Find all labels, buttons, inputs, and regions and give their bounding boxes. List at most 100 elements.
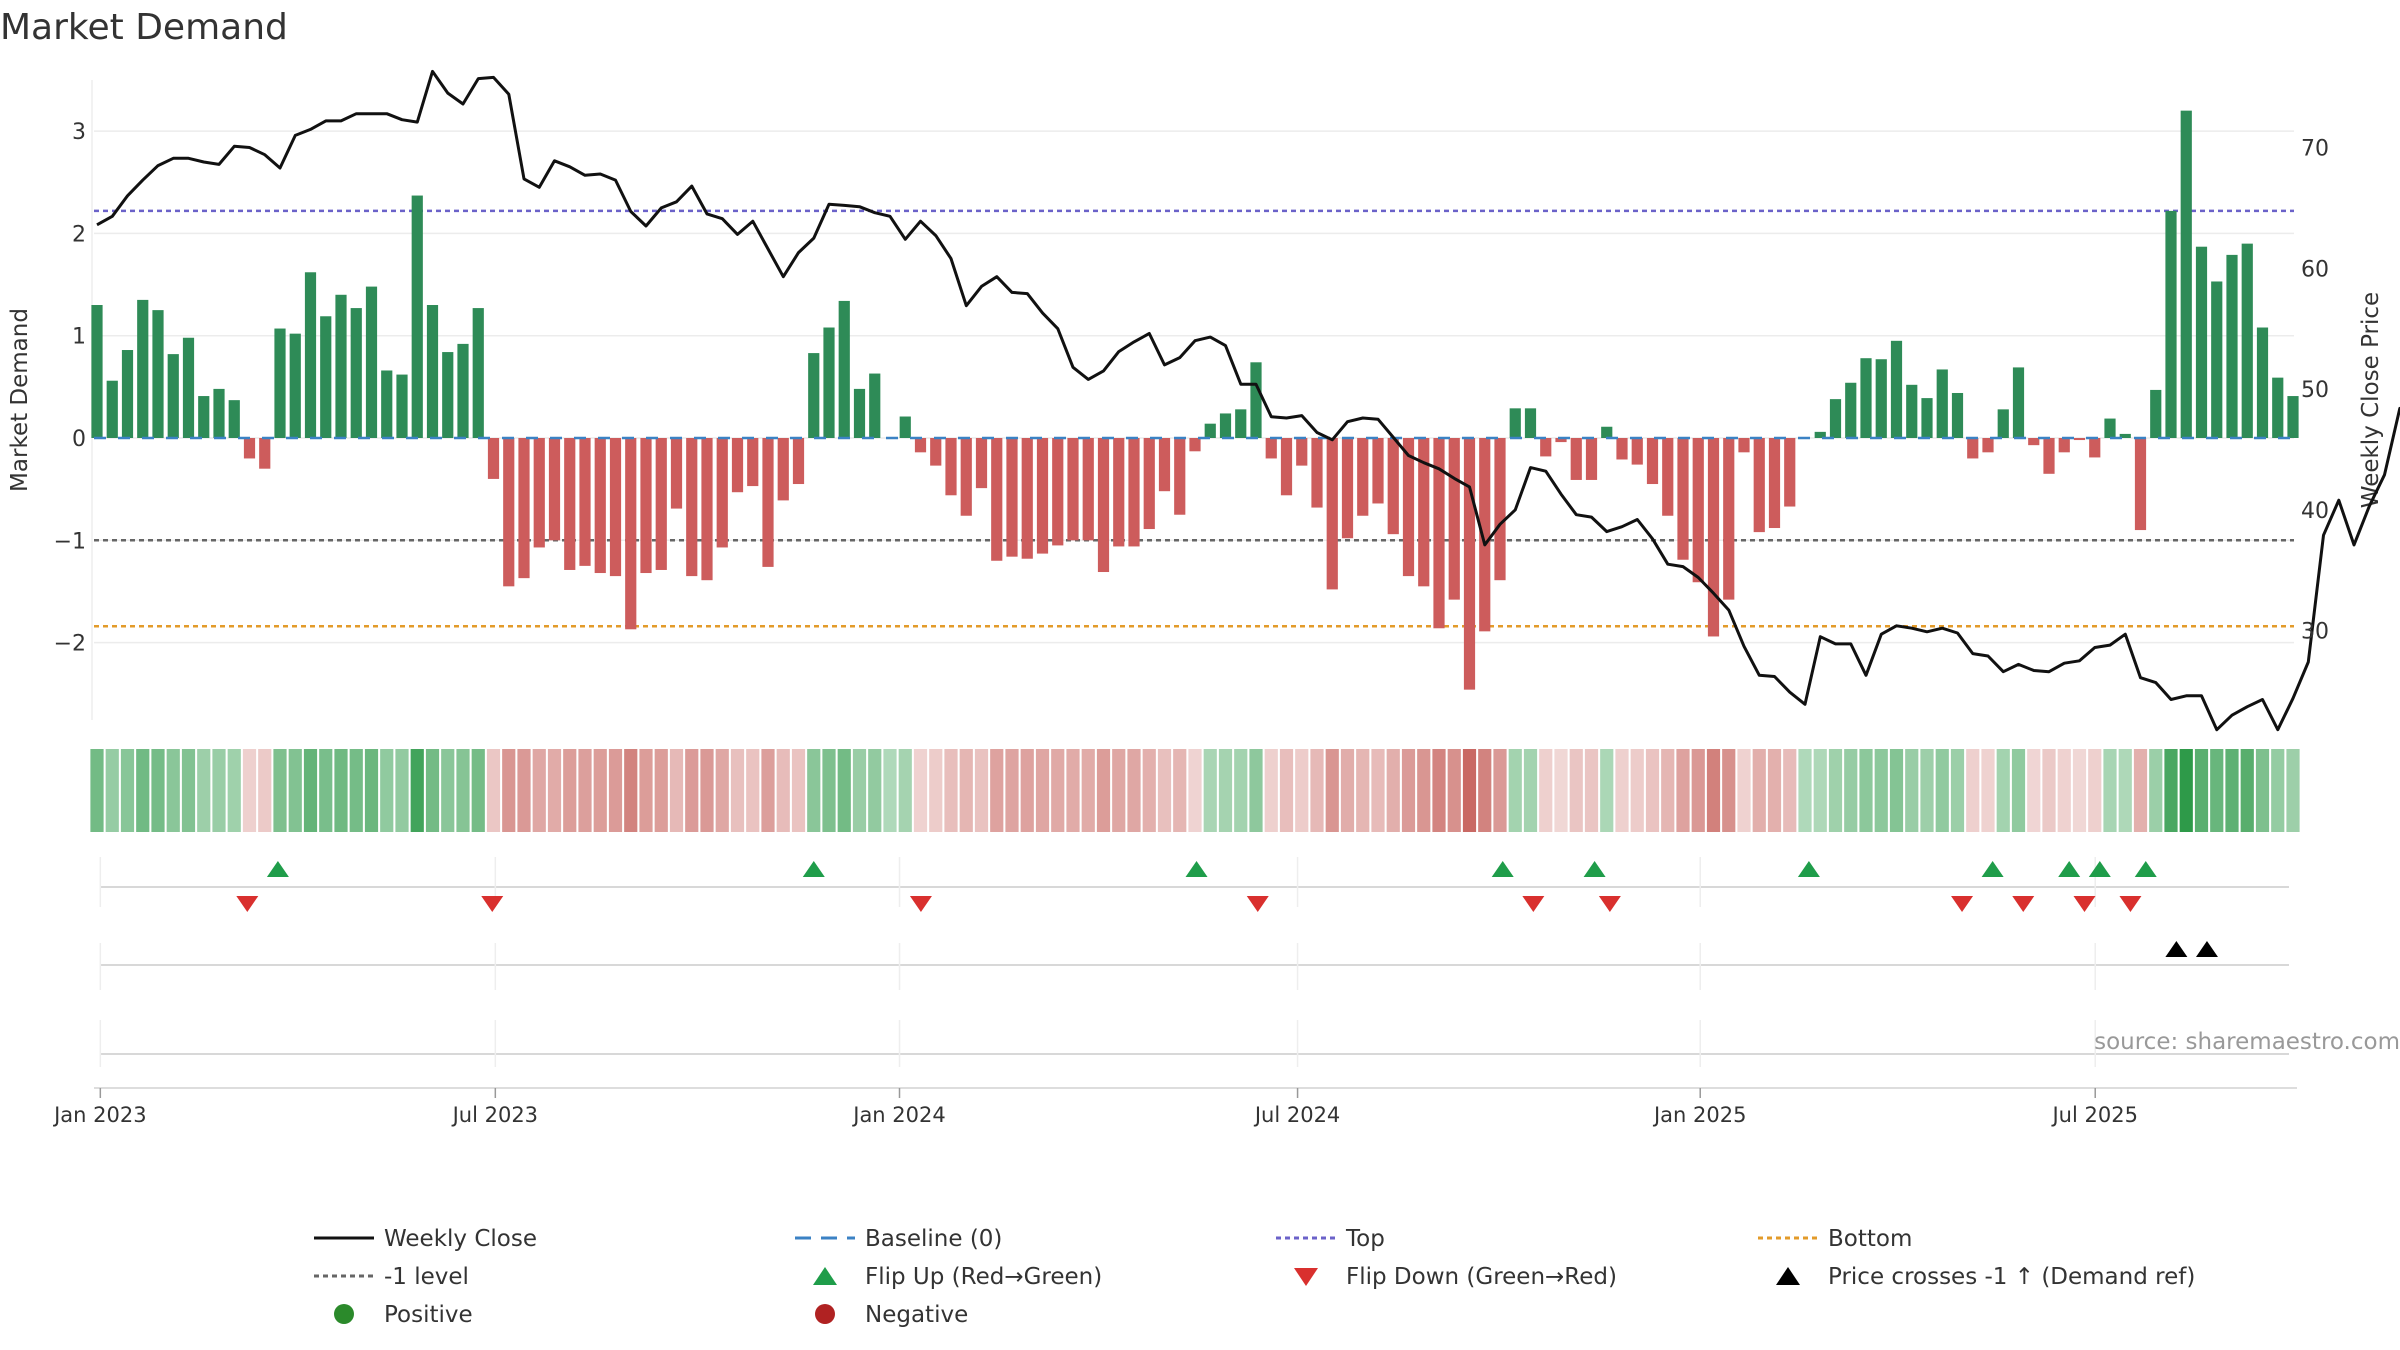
demand-bar-121 <box>1936 369 1948 438</box>
legend-swatch-7 <box>1776 1267 1800 1285</box>
strip-cell-43 <box>746 749 760 832</box>
demand-bar-92 <box>1494 438 1506 581</box>
strip-cell-93 <box>1508 749 1522 832</box>
strip-cell-130 <box>2072 749 2087 832</box>
demand-bar-99 <box>1601 426 1613 438</box>
y-tick-label-4: −1 <box>54 529 86 554</box>
demand-bar-104 <box>1677 438 1689 560</box>
demand-bar-113 <box>1814 431 1826 438</box>
strip-cell-87 <box>1417 749 1431 832</box>
strip-cell-82 <box>1340 749 1355 832</box>
strip-cell-17 <box>349 749 363 832</box>
strip-cell-137 <box>2179 749 2193 832</box>
demand-bar-65 <box>1082 438 1094 541</box>
strip-cell-29 <box>532 749 546 832</box>
legend-label-3: Bottom <box>1828 1226 1912 1252</box>
demand-bar-108 <box>1738 438 1750 453</box>
demand-bar-139 <box>2211 281 2223 438</box>
flip-down-marker-6 <box>1951 896 1974 912</box>
strip-cell-111 <box>1783 749 1797 832</box>
demand-bar-89 <box>1448 438 1460 600</box>
flip-down-marker-7 <box>2012 896 2035 912</box>
demand-bar-107 <box>1723 438 1735 600</box>
strip-cell-15 <box>319 749 333 832</box>
price-cross-marker-0 <box>2165 941 2188 957</box>
demand-bar-35 <box>625 438 637 630</box>
strip-cell-19 <box>380 749 394 832</box>
demand-bar-80 <box>1311 438 1323 508</box>
strip-cell-123 <box>1966 749 1980 832</box>
strip-cell-55 <box>929 749 943 832</box>
strip-cell-33 <box>593 749 607 832</box>
strip-cell-31 <box>563 749 577 832</box>
demand-bar-55 <box>930 438 942 466</box>
strip-cell-30 <box>547 749 562 832</box>
strip-cell-101 <box>1630 749 1644 832</box>
legend-label-2: Top <box>1345 1226 1385 1252</box>
demand-bar-128 <box>2043 438 2055 474</box>
demand-bar-96 <box>1555 438 1567 443</box>
strip-cell-89 <box>1447 749 1461 832</box>
strip-cell-96 <box>1554 749 1568 832</box>
strip-cell-92 <box>1493 749 1507 832</box>
demand-bar-72 <box>1189 438 1201 452</box>
x-tick-label-0: Jan 2023 <box>52 1103 147 1127</box>
demand-bar-42 <box>731 438 744 493</box>
x-tick-label-1: Jul 2023 <box>451 1103 538 1127</box>
strip-cell-61 <box>1020 749 1034 832</box>
flip-up-marker-3 <box>1491 861 1514 877</box>
demand-bar-102 <box>1646 438 1659 485</box>
legend-item-6: Flip Down (Green→Red) <box>1294 1264 1617 1290</box>
legend-label-5: Flip Up (Red→Green) <box>865 1264 1102 1290</box>
strip-cell-129 <box>2057 749 2071 832</box>
strip-cell-41 <box>715 749 729 832</box>
strip-cell-104 <box>1676 749 1690 832</box>
strip-cell-22 <box>425 749 440 832</box>
demand-bar-115 <box>1845 382 1857 438</box>
strip-cell-117 <box>1874 749 1888 832</box>
strip-cell-39 <box>685 749 699 832</box>
strip-cell-141 <box>2240 749 2254 832</box>
strip-cell-112 <box>1798 749 1812 832</box>
signal-rows <box>99 857 2289 1067</box>
demand-bar-27 <box>503 438 515 587</box>
demand-bars <box>91 110 2299 690</box>
legend-item-7: Price crosses -1 ↑ (Demand ref) <box>1776 1264 2195 1290</box>
flip-up-marker-1 <box>802 861 825 877</box>
flip-down-marker-9 <box>2119 896 2142 912</box>
demand-bar-78 <box>1280 438 1293 496</box>
y2-tick-label-3: 40 <box>2301 499 2329 524</box>
strip-cell-122 <box>1950 749 1965 832</box>
demand-bar-140 <box>2226 254 2238 438</box>
demand-bar-122 <box>1951 392 1964 438</box>
legend-item-9: Negative <box>815 1302 968 1328</box>
demand-bar-54 <box>914 438 927 453</box>
demand-bar-9 <box>228 400 240 438</box>
strip-cell-97 <box>1569 749 1583 832</box>
demand-bar-132 <box>2104 418 2116 438</box>
demand-bar-93 <box>1509 408 1521 438</box>
demand-bar-46 <box>792 438 805 485</box>
strip-cell-125 <box>1996 749 2010 832</box>
demand-bar-13 <box>289 333 301 438</box>
strip-cell-100 <box>1615 749 1629 832</box>
legend-label-7: Price crosses -1 ↑ (Demand ref) <box>1828 1264 2195 1290</box>
x-tick-label-4: Jan 2025 <box>1652 1103 1747 1127</box>
legend-label-4: -1 level <box>384 1264 469 1290</box>
strip-cell-2 <box>120 749 135 832</box>
demand-bar-77 <box>1265 438 1277 459</box>
demand-bar-40 <box>701 438 713 581</box>
strip-cell-38 <box>669 749 684 832</box>
strip-cell-73 <box>1203 749 1217 832</box>
legend: Weekly Close Baseline (0) Top Bottom -1 leve… <box>314 1226 2195 1328</box>
strip-cell-23 <box>441 749 455 832</box>
strip-cell-75 <box>1234 749 1248 832</box>
demand-bar-103 <box>1662 438 1674 516</box>
strip-cell-128 <box>2042 749 2056 832</box>
flip-down-marker-3 <box>1246 896 1269 912</box>
strip-cell-8 <box>212 749 226 832</box>
demand-bar-125 <box>1997 409 2009 438</box>
demand-bar-110 <box>1768 438 1781 529</box>
demand-bar-118 <box>1890 340 1903 438</box>
flip-up-marker-9 <box>2134 861 2157 877</box>
